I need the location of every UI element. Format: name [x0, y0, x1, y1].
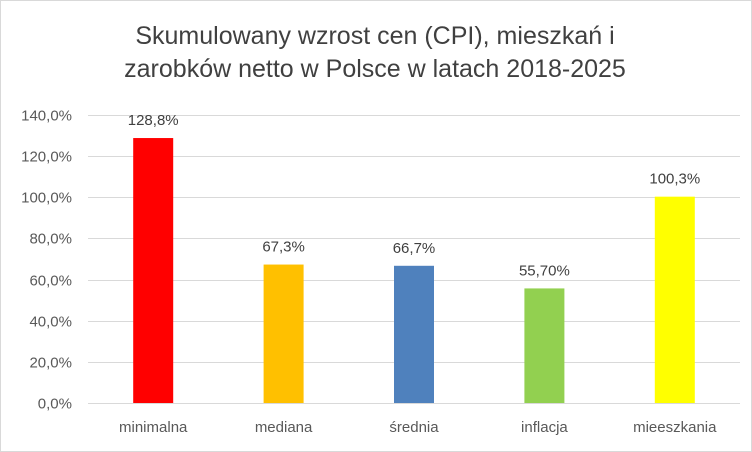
chart-title-line-2: zarobków netto w Polsce w latach 2018-20… [124, 55, 626, 83]
bar-5 [654, 196, 695, 403]
y-tick-label: 120,0% [21, 149, 72, 166]
y-tick-label: 20,0% [29, 355, 72, 372]
data-label: 67,3% [262, 239, 305, 256]
data-labels: 128,8% 67,3% 66,7% 55,70% 100,3% [128, 112, 700, 279]
category-label: mieeszkania [633, 419, 717, 436]
y-axis-tick-labels: 0,0% 20,0% 40,0% 60,0% 80,0% 100,0% 120,0% 140,… [21, 108, 72, 413]
category-label: mediana [255, 419, 313, 436]
bar-3 [394, 265, 434, 403]
x-axis-category-labels: minimalna mediana średnia inflacja mieeszkan… [119, 419, 717, 436]
data-label: 100,3% [649, 171, 700, 188]
bars [133, 138, 695, 404]
y-tick-label: 60,0% [29, 273, 72, 290]
category-label: inflacja [521, 419, 568, 436]
y-tick-label: 0,0% [38, 396, 72, 413]
y-tick-label: 80,0% [29, 231, 72, 248]
category-label: średnia [389, 419, 439, 436]
bar-4 [524, 288, 565, 403]
data-label: 55,70% [519, 262, 570, 279]
data-label: 66,7% [393, 240, 436, 257]
chart-title-line-1: Skumulowany wzrost cen (CPI), mieszkań i [135, 22, 615, 50]
chart-title: Skumulowany wzrost cen (CPI), mieszkań i… [0, 20, 750, 86]
bar-1 [133, 138, 174, 404]
y-tick-label: 140,0% [21, 108, 72, 125]
category-label: minimalna [119, 419, 188, 436]
data-label: 128,8% [128, 112, 179, 129]
bar-2 [263, 264, 304, 403]
y-tick-label: 40,0% [29, 314, 72, 331]
y-tick-label: 100,0% [21, 190, 72, 207]
